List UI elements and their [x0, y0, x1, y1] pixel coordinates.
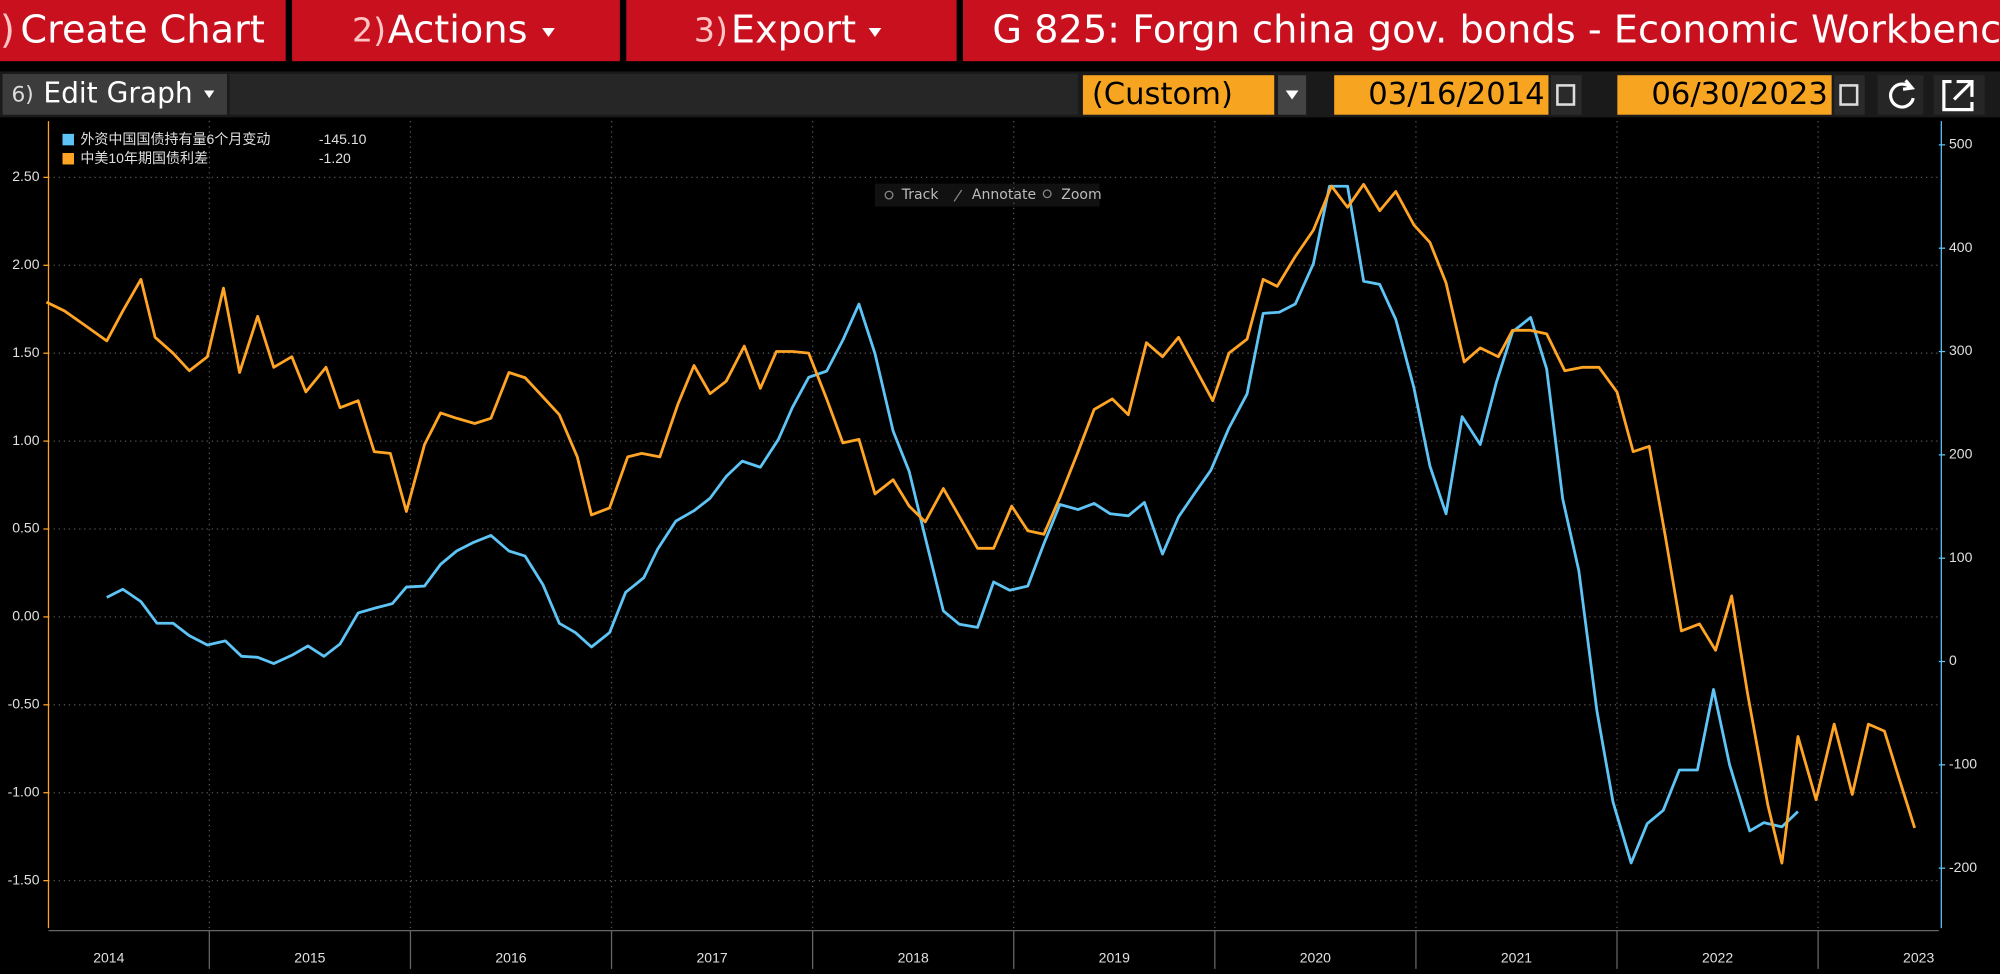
y2-tick-label: 100 — [1949, 549, 1973, 565]
y2-tick-label: 0 — [1949, 652, 1957, 668]
menu-key: ) — [0, 7, 15, 52]
y-tick-label: -0.50 — [8, 696, 40, 712]
x-tick-label: 2020 — [1300, 949, 1331, 965]
tool-track[interactable]: Track — [901, 187, 940, 203]
tool-icon — [1042, 189, 1052, 199]
button-key: 6) — [11, 83, 33, 108]
tool-annotate[interactable]: Annotate — [972, 187, 1036, 203]
legend-label: 外资中国国债持有量6个月变动 — [80, 131, 270, 147]
menu-key: 3) — [694, 10, 728, 49]
y-tick-label: 0.50 — [12, 520, 39, 536]
x-tick-label: 2023 — [1903, 949, 1934, 965]
series-line — [45, 182, 1917, 865]
button-label[interactable]: Edit Graph — [43, 76, 192, 109]
calendar-icon — [1839, 84, 1859, 106]
title-bar — [963, 0, 2000, 62]
menu-button[interactable] — [292, 0, 620, 62]
y-tick-label: -1.00 — [8, 783, 40, 799]
dropdown-arrow — [868, 28, 882, 37]
x-tick-label: 2017 — [696, 949, 727, 965]
y2-tick-label: 200 — [1949, 446, 1973, 462]
tool-icon — [884, 190, 894, 200]
start-date[interactable]: 03/16/2014 — [1368, 77, 1544, 112]
popout-icon — [1942, 79, 1974, 112]
toolbar-spacer — [229, 73, 1078, 115]
y-tick-label: 1.00 — [12, 432, 39, 448]
refresh-icon — [1889, 79, 1916, 109]
dropdown-arrow — [542, 28, 555, 37]
y2-tick-label: 500 — [1949, 136, 1973, 152]
legend-value: -1.20 — [319, 150, 351, 166]
legend-swatch — [62, 133, 74, 146]
menu-button[interactable] — [626, 0, 957, 62]
calendar-button[interactable] — [1551, 75, 1582, 115]
y-tick-label: 2.00 — [12, 256, 39, 272]
x-tick-label: 2018 — [898, 949, 929, 965]
menu-button[interactable] — [0, 0, 286, 62]
refresh-button[interactable] — [1877, 75, 1924, 115]
dropdown-arrow — [204, 90, 215, 99]
menu-label[interactable]: Create Chart — [20, 7, 264, 52]
menu-label[interactable]: Actions — [388, 7, 528, 52]
x-tick-label: 2016 — [495, 949, 526, 965]
y2-tick-label: 400 — [1949, 239, 1973, 255]
y2-tick-label: 300 — [1949, 342, 1973, 358]
start-date-field[interactable] — [1334, 75, 1549, 115]
x-tick-label: 2014 — [93, 949, 124, 965]
edit-button[interactable] — [2, 73, 228, 115]
x-tick-label: 2021 — [1501, 949, 1532, 965]
y-tick-label: 1.50 — [12, 344, 39, 360]
x-tick-label: 2019 — [1099, 949, 1130, 965]
y-tick-label: 0.00 — [12, 608, 39, 624]
x-tick-label: 2015 — [294, 949, 325, 965]
y2-tick-label: -200 — [1949, 859, 1977, 875]
calendar-icon — [1556, 84, 1576, 106]
calendar-button[interactable] — [1834, 75, 1865, 115]
dropdown-arrow — [1285, 90, 1299, 100]
y-tick-label: 2.50 — [12, 168, 39, 184]
tool-icon — [953, 189, 963, 202]
y2-tick-label: -100 — [1949, 756, 1977, 772]
x-tick-label: 2022 — [1702, 949, 1733, 965]
legend-label: 中美10年期国债利差 — [80, 150, 208, 166]
legend-value: -145.10 — [319, 131, 367, 147]
menu-label[interactable]: Export — [731, 7, 856, 52]
end-date[interactable]: 06/30/2023 — [1651, 77, 1827, 112]
tool-zoom[interactable]: Zoom — [1061, 187, 1101, 203]
y-tick-label: -1.50 — [8, 871, 40, 887]
legend-swatch — [62, 152, 74, 165]
period-label[interactable]: (Custom) — [1092, 77, 1233, 112]
menu-key: 2) — [352, 10, 386, 49]
period-select[interactable] — [1082, 75, 1275, 115]
end-date-field[interactable] — [1617, 75, 1832, 115]
window-title: G 825: Forgn china gov. bonds - Economic… — [992, 7, 2000, 52]
chart-tools — [875, 183, 1100, 207]
